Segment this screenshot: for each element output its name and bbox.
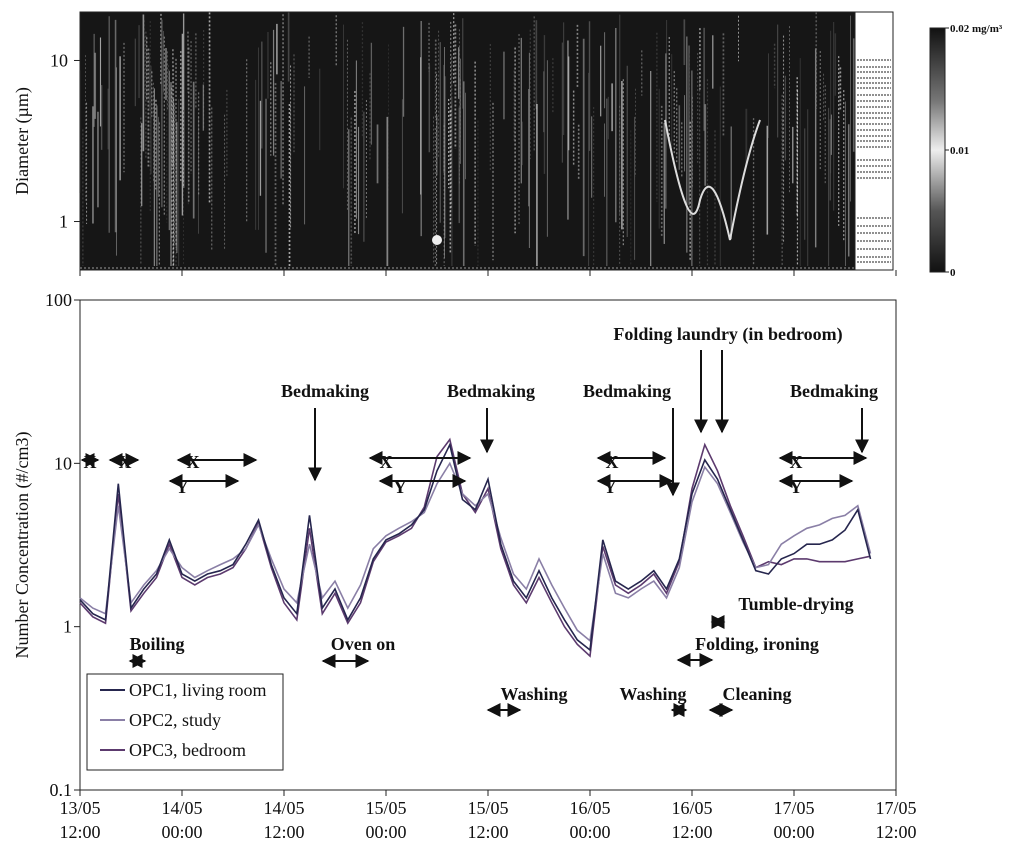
- annotation: X: [84, 452, 97, 472]
- annotation: Bedmaking: [583, 381, 671, 401]
- heatmap-frame: [79, 11, 894, 271]
- y-tick-label: 10: [50, 50, 68, 70]
- legend-label: OPC3, bedroom: [129, 740, 246, 760]
- annotation: Folding laundry (in bedroom): [613, 324, 842, 345]
- x-tick-label: 15/05 00:00: [365, 798, 406, 842]
- annotation: Oven on: [331, 634, 396, 654]
- y-tick-label: 100: [45, 290, 72, 310]
- x-tick-label: 16/05 00:00: [569, 798, 610, 842]
- y-tick-label: 0.1: [50, 780, 73, 800]
- x-tick-label: 14/05 00:00: [161, 798, 202, 842]
- annotation: X: [606, 452, 619, 472]
- x-tick-label: 15/05 12:00: [467, 798, 508, 842]
- annotation: Bedmaking: [281, 381, 369, 401]
- y-axis-title: Diameter (µm): [12, 87, 33, 195]
- heatmap-spot: [432, 235, 442, 245]
- annotation: Tumble-drying: [738, 594, 853, 614]
- legend-label: OPC1, living room: [129, 680, 267, 700]
- x-tick-label: 16/05 12:00: [671, 798, 712, 842]
- annotation: Folding, ironing: [695, 634, 819, 654]
- data-line: [79, 442, 872, 652]
- x-tick-label: 17/05 12:00: [875, 798, 916, 842]
- colorbar-label: 0.01: [950, 145, 969, 157]
- annotation: Washing: [619, 684, 686, 704]
- y-axis-title: Number Concentration (#/cm3): [12, 432, 33, 659]
- y-tick-label: 1: [63, 617, 72, 637]
- x-tick-label: 17/05 00:00: [773, 798, 814, 842]
- annotation: X: [380, 452, 393, 472]
- colorbar-label: 0: [950, 267, 956, 279]
- annotation: Bedmaking: [447, 381, 535, 401]
- annotation: Cleaning: [722, 684, 791, 704]
- x-tick-label: 13/05 12:00: [59, 798, 100, 842]
- annotation: X: [119, 452, 132, 472]
- colorbar: [929, 27, 946, 273]
- y-tick-label: 10: [54, 453, 72, 473]
- data-line: [79, 437, 871, 658]
- annotation: Boiling: [129, 634, 184, 654]
- annotation: X: [790, 452, 803, 472]
- annotation: X: [187, 452, 200, 472]
- x-tick-label: 14/05 12:00: [263, 798, 304, 842]
- colorbar-label: 0.02 mg/m³: [950, 23, 1003, 35]
- data-line: [79, 461, 872, 643]
- annotation: Washing: [500, 684, 567, 704]
- y-tick-label: 1: [59, 212, 68, 232]
- heatmap-feature: [664, 119, 761, 241]
- legend-label: OPC2, study: [129, 710, 221, 730]
- annotation: Bedmaking: [790, 381, 878, 401]
